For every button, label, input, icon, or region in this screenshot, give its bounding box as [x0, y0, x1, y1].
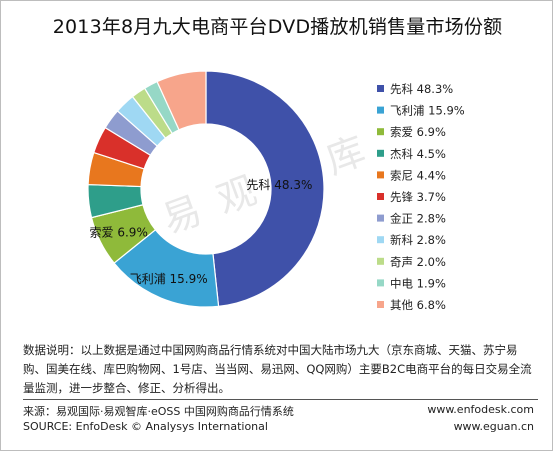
data-label-飞利浦: 飞利浦 15.9% [130, 272, 208, 286]
slice-其他[interactable] [156, 70, 207, 131]
legend-entry-奇声: 奇声 2.0% [390, 255, 446, 269]
legend-swatch-金正 [377, 214, 384, 222]
legend-swatch-中电 [377, 279, 384, 287]
legend-entry-先科: 先科 48.3% [390, 82, 453, 96]
source-en: SOURCE: EnfoDesk © Analysys Internationa… [23, 420, 268, 433]
legend-swatch-奇声 [377, 257, 384, 265]
legend-entry-索爱: 索爱 6.9% [390, 125, 446, 139]
legend-swatch-索爱 [377, 128, 384, 136]
divider [23, 399, 538, 400]
data-note: 数据说明：以上数据是通过中国网购商品行情系统对中国大陆市场九大（京东商城、天猫、… [23, 343, 532, 395]
legend-entry-索尼: 索尼 4.4% [390, 168, 446, 182]
legend-swatch-新科 [377, 236, 384, 244]
legend-entry-杰科: 杰科 4.5% [390, 147, 446, 161]
legend-swatch-先锋 [377, 193, 384, 200]
legend-entry-新科: 新科 2.8% [390, 233, 446, 247]
legend-swatch-飞利浦 [377, 106, 384, 114]
legend-swatch-其他 [377, 301, 384, 308]
legend-entry-中电: 中电 1.9% [390, 276, 446, 290]
legend-entry-先锋: 先锋 3.7% [390, 190, 446, 204]
data-label-先科: 先科 48.3% [246, 178, 312, 192]
legend-entry-其他: 其他 6.8% [390, 298, 446, 312]
legend-swatch-索尼 [377, 171, 384, 179]
legend-swatch-杰科 [377, 149, 384, 157]
url-enfodesk[interactable]: www.enfodesk.com [427, 403, 534, 416]
slice-先科[interactable] [205, 70, 325, 307]
url-eguan[interactable]: www.eguan.cn [453, 420, 534, 433]
chart-title: 2013年8月九大电商平台DVD播放机销售量市场份额 [52, 16, 503, 38]
source-cn: 来源：易观国际·易观智库·eOSS 中国网购商品行情系统 [23, 405, 294, 418]
legend-entry-金正: 金正 2.8% [390, 212, 446, 226]
legend-swatch-先科 [377, 85, 384, 92]
legend-entry-飞利浦: 飞利浦 15.9% [390, 104, 465, 118]
data-label-索爱: 索爱 6.9% [90, 225, 148, 239]
